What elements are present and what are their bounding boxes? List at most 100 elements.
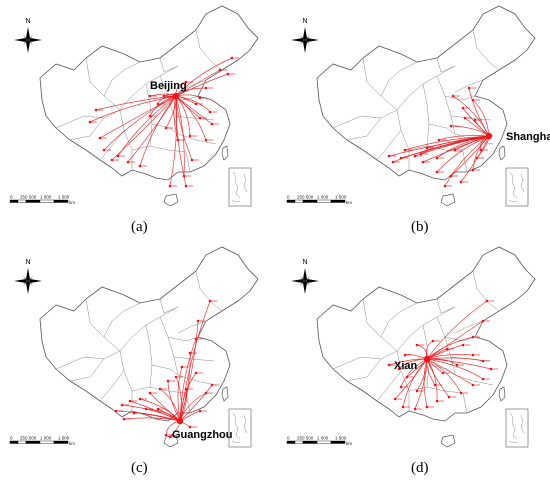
compass-north-label-b: N — [303, 18, 308, 25]
scale-segment — [316, 440, 332, 444]
province-boundary-d — [376, 370, 402, 402]
scale-unit-label: km — [69, 441, 75, 446]
province-boundary-a — [159, 75, 179, 135]
province-boundary-c — [119, 306, 179, 352]
taiwan-outline-b — [498, 145, 506, 161]
hub-point-c — [176, 417, 184, 425]
destination-point — [453, 148, 457, 152]
scale-segment — [302, 199, 318, 203]
province-boundary-b — [436, 75, 456, 135]
scale-tick-label: 250 500 — [20, 436, 37, 441]
destination-point — [88, 120, 92, 124]
destination-point — [164, 433, 168, 437]
destination-point — [174, 375, 178, 379]
flow-route — [159, 388, 181, 422]
flow-route — [426, 358, 438, 402]
destination-point — [435, 170, 439, 174]
destination-point — [405, 375, 409, 379]
province-boundary-c — [99, 370, 125, 402]
scale-segment — [302, 440, 318, 444]
destination-point — [471, 98, 475, 102]
scale-segment — [39, 199, 55, 203]
destination-point — [461, 106, 465, 110]
destination-point — [441, 371, 445, 375]
scale-segment — [330, 199, 346, 203]
province-boundary-b — [380, 61, 418, 97]
hainan-outline-c — [163, 434, 179, 448]
hub-point-d — [423, 355, 431, 363]
province-boundary-d — [436, 316, 456, 376]
map-panel-a: N 0 250 500 1 000 1 500 km Beijing (a) — [0, 0, 272, 240]
destination-point — [459, 180, 463, 184]
province-boundary-b — [362, 57, 398, 111]
destination-point — [184, 80, 188, 84]
taiwan-outline-a — [221, 145, 229, 161]
province-boundary-b — [396, 109, 410, 170]
province-boundary-c — [167, 336, 199, 342]
south-china-sea-inset-a — [228, 167, 252, 207]
inset-islands-a — [231, 171, 248, 203]
destination-point — [198, 409, 202, 413]
flow-route — [452, 95, 490, 137]
flow-route — [117, 95, 177, 157]
flow-route — [99, 95, 177, 139]
scale-segment — [9, 440, 19, 444]
inset-islands-c — [231, 412, 248, 444]
province-boundary-b — [396, 65, 456, 111]
destination-point — [184, 184, 188, 188]
scale-tick-label: 1 000 — [40, 195, 52, 200]
inset-islands-d — [508, 412, 525, 444]
province-boundary-c — [177, 320, 207, 334]
scale-segment — [53, 440, 69, 444]
province-boundary-b — [376, 129, 402, 161]
province-boundary-c — [85, 298, 121, 352]
destination-point — [467, 86, 471, 90]
destination-point — [230, 56, 234, 60]
province-boundary-a — [119, 109, 133, 170]
compass-icon-d: N — [291, 259, 319, 294]
destination-point — [188, 351, 192, 355]
province-boundary-c — [145, 324, 153, 388]
province-boundary-a — [99, 129, 125, 161]
destination-point — [132, 411, 136, 415]
scale-tick-label: 0 — [10, 195, 13, 200]
destination-point — [204, 86, 208, 90]
destination-point — [459, 391, 463, 395]
flow-route — [179, 388, 188, 422]
province-boundary-a — [69, 117, 105, 141]
hainan-outline-a — [163, 193, 179, 207]
destination-point — [94, 108, 98, 112]
destination-point — [415, 343, 419, 347]
scale-tick-label: 250 500 — [297, 195, 314, 200]
destination-point — [391, 160, 395, 164]
destination-point — [471, 168, 475, 172]
destination-point — [451, 94, 455, 98]
flow-route — [177, 366, 183, 422]
flow-route — [169, 95, 178, 187]
scale-tick-label: 0 — [10, 436, 13, 441]
destination-point — [419, 152, 423, 156]
flow-route — [426, 320, 484, 360]
flow-route — [436, 135, 490, 173]
destination-point — [463, 116, 467, 120]
map-panel-d: N 0 250 500 1 000 1 500 km Xian (d) — [277, 241, 549, 481]
map-panel-c: N 0 250 500 1 000 1 500 km Guangzhou (c) — [0, 241, 272, 481]
scale-tick-label: 1 000 — [317, 195, 329, 200]
province-boundary-a — [159, 57, 179, 73]
destination-point — [198, 116, 202, 120]
city-label-beijing: Beijing — [150, 80, 187, 92]
flow-route — [426, 358, 462, 394]
flow-route — [179, 352, 191, 422]
scale-segment — [53, 199, 69, 203]
destination-point — [449, 124, 453, 128]
destination-point — [415, 389, 419, 393]
province-boundary-d — [396, 306, 456, 352]
province-boundary-c — [69, 358, 105, 382]
caption-b: (b) — [411, 219, 429, 235]
scale-segment — [17, 440, 27, 444]
